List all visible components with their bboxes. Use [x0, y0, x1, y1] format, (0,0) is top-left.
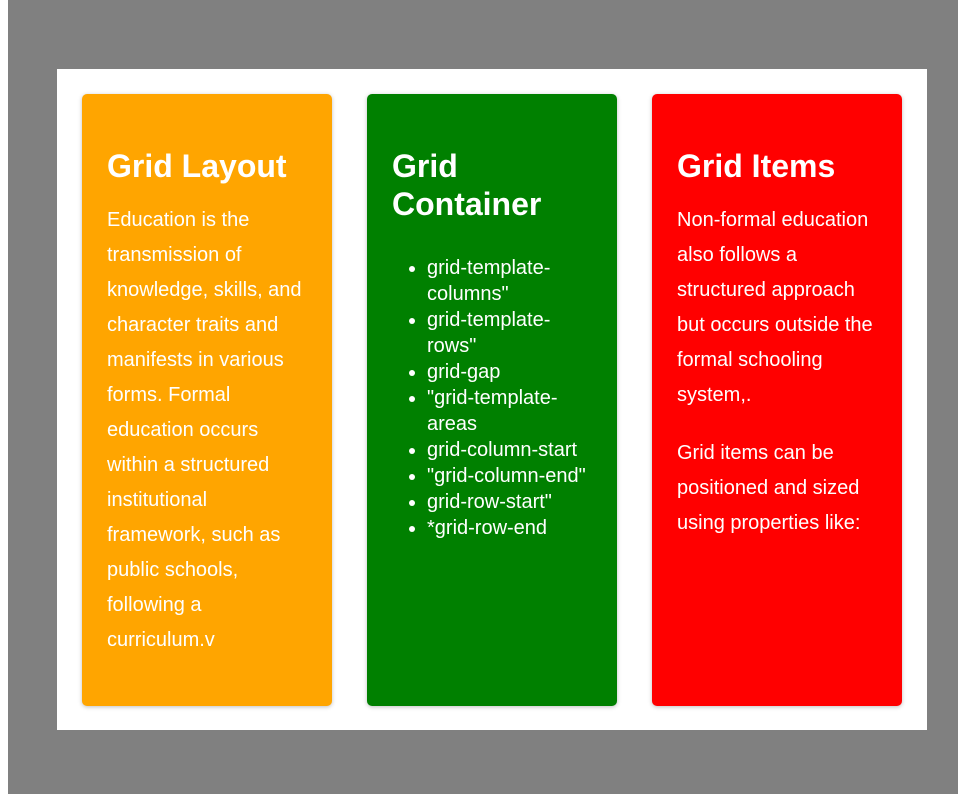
grid-container-panel: Grid Layout Education is the transmissio…	[57, 69, 927, 730]
list-item: grid-template-rows"	[427, 307, 592, 359]
grid-container-card: Grid Container grid-template-columns" gr…	[367, 94, 617, 706]
list-item: grid-gap	[427, 359, 592, 385]
list-item: grid-template-columns"	[427, 255, 592, 307]
card-paragraph: Grid items can be positioned and sized u…	[677, 442, 861, 534]
grid-items-card: Grid Items Non-formal education also fol…	[652, 94, 902, 706]
property-list: grid-template-columns" grid-template-row…	[392, 255, 592, 541]
list-item: grid-column-start	[427, 437, 592, 463]
list-item: "grid-column-end"	[427, 463, 592, 489]
card-title: Grid Items	[677, 148, 836, 184]
list-item: grid-row-start"	[427, 489, 592, 515]
list-item: "grid-template-areas	[427, 385, 592, 437]
card-paragraph: Non-formal education also follows a stru…	[677, 209, 873, 406]
card-title: Grid Container	[392, 148, 542, 222]
card-title: Grid Layout	[107, 148, 287, 184]
grid-layout-card: Grid Layout Education is the transmissio…	[82, 94, 332, 706]
card-paragraph: Education is the transmission of knowled…	[107, 209, 302, 651]
list-item: *grid-row-end	[427, 515, 592, 541]
